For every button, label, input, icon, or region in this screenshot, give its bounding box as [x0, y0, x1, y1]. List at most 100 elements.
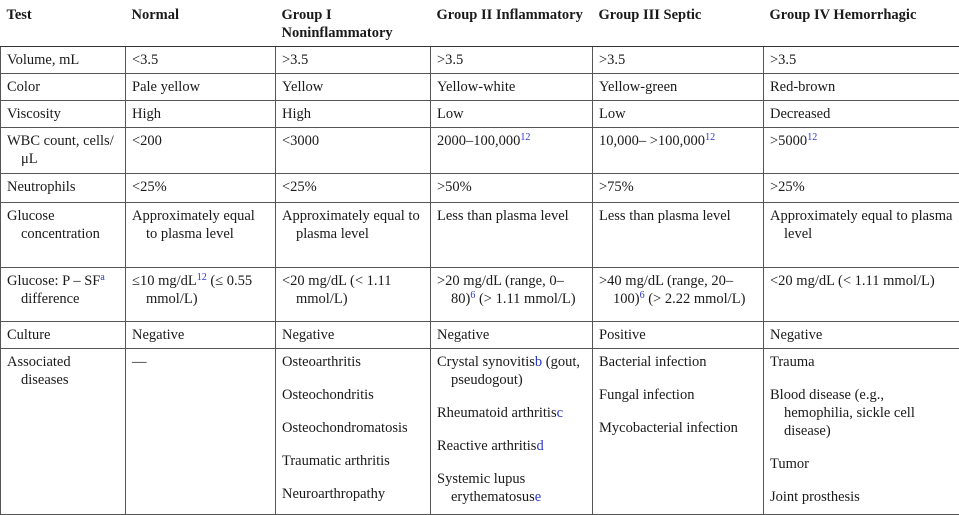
- paragraph: —: [132, 353, 269, 371]
- text: >5000: [770, 133, 807, 149]
- paragraph: <3000: [282, 132, 424, 150]
- cell: Decreased: [764, 101, 959, 128]
- text: Osteochondromatosis: [282, 420, 408, 436]
- paragraph: Low: [437, 105, 586, 123]
- text: Glucose concentration: [7, 208, 100, 242]
- paragraph: Approximately equal to plasma level: [770, 207, 953, 243]
- paragraph: Fungal infection: [599, 386, 757, 404]
- cell: Pale yellow: [126, 74, 276, 101]
- text: Trauma: [770, 354, 815, 370]
- text: Traumatic arthritis: [282, 453, 390, 469]
- text: >3.5: [437, 52, 463, 68]
- text: Bacterial infection: [599, 354, 707, 370]
- cell: >3.5: [276, 47, 431, 74]
- cell: Negative: [126, 322, 276, 349]
- text: Red-brown: [770, 79, 835, 95]
- text: Low: [599, 106, 626, 122]
- table-row: Neutrophils<25%<25%>50%>75%>25%: [1, 174, 959, 203]
- text: >3.5: [282, 52, 308, 68]
- row-label: Viscosity: [1, 101, 126, 128]
- header-cell: Test: [1, 0, 126, 47]
- text: Negative: [437, 327, 489, 343]
- footnote-ref: 12: [520, 132, 530, 143]
- paragraph: Viscosity: [7, 105, 119, 123]
- cell: High: [126, 101, 276, 128]
- cell: >500012: [764, 128, 959, 174]
- paragraph: WBC count, cells/μL: [7, 132, 119, 168]
- cell: >40 mg/dL (range, 20–100)6 (> 2.22 mmol/…: [593, 268, 764, 322]
- table-row: Glucose: P – SFa difference≤10 mg/dL12 (…: [1, 268, 959, 322]
- text: Crystal synovitis: [437, 354, 535, 370]
- text: WBC count, cells/μL: [7, 133, 114, 167]
- cell: >50%: [431, 174, 593, 203]
- cell: Approximately equal to plasma level: [126, 203, 276, 268]
- text: Negative: [770, 327, 822, 343]
- paragraph: Yellow: [282, 78, 424, 96]
- cell: >20 mg/dL (range, 0–80)6 (> 1.11 mmol/L): [431, 268, 593, 322]
- paragraph: Osteochondromatosis: [282, 419, 424, 437]
- paragraph: <25%: [132, 178, 269, 196]
- text: Glucose: P – SF: [7, 273, 100, 289]
- text: Decreased: [770, 106, 830, 122]
- cell: Yellow-white: [431, 74, 593, 101]
- text: Associated diseases: [7, 354, 71, 388]
- paragraph: Joint prosthesis: [770, 488, 953, 506]
- text: Osteoarthritis: [282, 354, 361, 370]
- cell: <20 mg/dL (< 1.11 mmol/L): [276, 268, 431, 322]
- header-cell: Group I Noninflammatory: [276, 0, 431, 47]
- text: Rheumatoid arthritis: [437, 405, 557, 421]
- cell: 10,000– >100,00012: [593, 128, 764, 174]
- paragraph: <20 mg/dL (< 1.11 mmol/L): [282, 272, 424, 308]
- paragraph: Culture: [7, 326, 119, 344]
- paragraph: Osteoarthritis: [282, 353, 424, 371]
- text: <20 mg/dL (< 1.11 mmol/L): [282, 273, 392, 307]
- row-label: WBC count, cells/μL: [1, 128, 126, 174]
- text: Less than plasma level: [437, 208, 569, 224]
- paragraph: Systemic lupus erythematosuse: [437, 470, 586, 506]
- text: <3000: [282, 133, 319, 149]
- text: Yellow: [282, 79, 323, 95]
- paragraph: <3.5: [132, 51, 269, 69]
- table-row: Associated diseases — Osteoarthritis Osteoc…: [1, 349, 959, 515]
- paragraph: <20 mg/dL (< 1.11 mmol/L): [770, 272, 953, 290]
- paragraph: Mycobacterial infection: [599, 419, 757, 437]
- text: Less than plasma level: [599, 208, 731, 224]
- text: Yellow-white: [437, 79, 515, 95]
- paragraph: >50%: [437, 178, 586, 196]
- footnote-ref: e: [535, 489, 541, 505]
- text: Low: [437, 106, 464, 122]
- text: Approximately equal to plasma level: [770, 208, 952, 242]
- cell: Negative: [431, 322, 593, 349]
- paragraph: >3.5: [437, 51, 586, 69]
- paragraph: Less than plasma level: [599, 207, 757, 225]
- row-label: Glucose concentration: [1, 203, 126, 268]
- paragraph: Crystal synovitisb (gout, pseudogout): [437, 353, 586, 389]
- paragraph: <25%: [282, 178, 424, 196]
- paragraph: Low: [599, 105, 757, 123]
- cell: Yellow: [276, 74, 431, 101]
- paragraph: Volume, mL: [7, 51, 119, 69]
- cell: Low: [593, 101, 764, 128]
- paragraph: Positive: [599, 326, 757, 344]
- paragraph: Approximately equal to plasma level: [132, 207, 269, 243]
- cell: >75%: [593, 174, 764, 203]
- text: ≤10 mg/dL: [132, 273, 197, 289]
- row-label: Color: [1, 74, 126, 101]
- paragraph: ≤10 mg/dL12 (≤ 0.55 mmol/L): [132, 272, 269, 308]
- text: (> 1.11 mmol/L): [475, 291, 575, 307]
- row-label: Glucose: P – SFa difference: [1, 268, 126, 322]
- cell: ≤10 mg/dL12 (≤ 0.55 mmol/L): [126, 268, 276, 322]
- cell: Red-brown: [764, 74, 959, 101]
- paragraph: Bacterial infection: [599, 353, 757, 371]
- cell: >3.5: [431, 47, 593, 74]
- text: —: [132, 354, 147, 370]
- text: Positive: [599, 327, 646, 343]
- paragraph: Neutrophils: [7, 178, 119, 196]
- row-label: Neutrophils: [1, 174, 126, 203]
- paragraph: High: [282, 105, 424, 123]
- text: Color: [7, 79, 40, 95]
- text: (> 2.22 mmol/L): [645, 291, 746, 307]
